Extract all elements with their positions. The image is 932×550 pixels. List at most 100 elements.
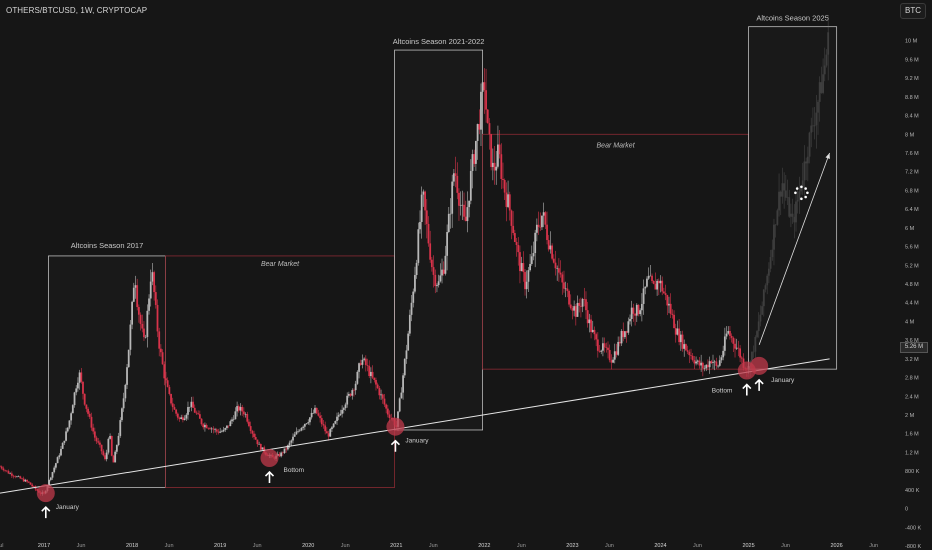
- candle-body: [468, 200, 471, 208]
- candle-body: [408, 314, 411, 334]
- projection-candle: [813, 125, 816, 127]
- candle-body: [102, 451, 105, 456]
- candle-body: [207, 428, 210, 429]
- candle-body: [690, 355, 692, 356]
- projection-candle: [757, 321, 760, 332]
- candle-body: [195, 412, 198, 414]
- candle-body: [124, 384, 127, 399]
- projection-candle: [796, 200, 799, 202]
- candle-body: [0, 466, 1, 468]
- candle-body: [542, 212, 545, 216]
- candle-body: [607, 347, 609, 350]
- annotation-box: [394, 49, 484, 431]
- candle-body: [705, 364, 708, 369]
- candle-body: [375, 379, 377, 385]
- up-arrow-icon: [754, 378, 764, 391]
- candle-body: [109, 435, 111, 439]
- candle-body: [27, 481, 30, 483]
- up-arrow-icon: [41, 506, 51, 519]
- candle-body: [722, 350, 725, 358]
- candle-body: [539, 226, 542, 228]
- candle-body: [725, 333, 728, 337]
- candle-body: [319, 415, 321, 419]
- candle-body: [740, 357, 743, 359]
- candle-body: [483, 82, 486, 91]
- candle-body: [434, 274, 437, 287]
- candle-body: [256, 439, 259, 445]
- candle-body: [298, 430, 301, 432]
- candle-body: [171, 403, 174, 408]
- candle-body: [80, 372, 83, 382]
- candle-body: [473, 154, 476, 164]
- y-tick-label: 5.6 M: [905, 245, 919, 251]
- candle-body: [212, 428, 215, 430]
- projection-candle: [769, 257, 772, 269]
- candle-body: [469, 170, 472, 201]
- candle-body: [63, 440, 66, 443]
- candle-body: [715, 361, 718, 366]
- candle-body: [83, 393, 86, 405]
- candle-body: [202, 424, 205, 428]
- candle-body: [661, 280, 664, 292]
- projection-candle: [759, 314, 762, 322]
- candle-body: [452, 173, 455, 182]
- candle-body: [718, 360, 721, 366]
- candle-body: [285, 448, 288, 450]
- candle-body: [56, 457, 59, 464]
- y-tick-label: 6 M: [905, 226, 915, 232]
- x-tick-label: Jun: [693, 543, 702, 549]
- candle-body: [610, 360, 613, 363]
- candle-body: [112, 455, 115, 463]
- y-tick-label: 7.6 M: [905, 151, 919, 157]
- candle-body: [366, 365, 369, 366]
- candle-body: [322, 424, 325, 426]
- candle-body: [586, 310, 589, 324]
- candle-body: [652, 280, 655, 284]
- x-tick-label: Jun: [429, 543, 438, 549]
- candle-body: [122, 398, 125, 409]
- candle-body: [31, 484, 34, 487]
- candle-body: [593, 329, 596, 335]
- candle-body: [210, 428, 213, 430]
- candle-body: [204, 424, 206, 428]
- candle-body: [32, 486, 35, 487]
- candle-body: [297, 431, 299, 432]
- candle-body: [654, 283, 657, 290]
- candle-body: [556, 268, 559, 269]
- candle-body: [713, 361, 716, 363]
- candle-body: [405, 350, 408, 359]
- candle-body: [668, 303, 670, 306]
- projection-candle: [803, 161, 806, 181]
- candle-body: [65, 431, 67, 441]
- candle-body: [532, 253, 535, 257]
- candle-body: [261, 447, 264, 450]
- projection-candle: [784, 190, 787, 198]
- candle-body: [337, 415, 340, 417]
- candle-body: [429, 243, 432, 260]
- candle-body: [669, 303, 672, 314]
- candle-body: [314, 407, 316, 413]
- candle-body: [444, 255, 447, 274]
- candle-body: [513, 233, 516, 242]
- candle-body: [666, 295, 669, 306]
- candle-body: [703, 368, 706, 369]
- candle-body: [588, 319, 591, 324]
- currency-button[interactable]: BTC: [900, 3, 926, 19]
- candle-body: [12, 475, 15, 477]
- projection-candle: [754, 336, 757, 352]
- candle-body: [209, 428, 211, 430]
- annotation-box: [748, 26, 838, 370]
- candle-body: [520, 263, 523, 272]
- candle-body: [71, 405, 74, 414]
- x-tick-label: Jun: [341, 543, 350, 549]
- candle-body: [376, 384, 379, 388]
- marker-label: January: [405, 438, 429, 445]
- candle-body: [522, 263, 525, 273]
- candle-body: [185, 414, 188, 419]
- projection-candle: [827, 32, 830, 55]
- candle-body: [410, 302, 413, 315]
- candle-body: [585, 299, 587, 311]
- candle-body: [524, 272, 526, 290]
- candle-body: [295, 431, 298, 435]
